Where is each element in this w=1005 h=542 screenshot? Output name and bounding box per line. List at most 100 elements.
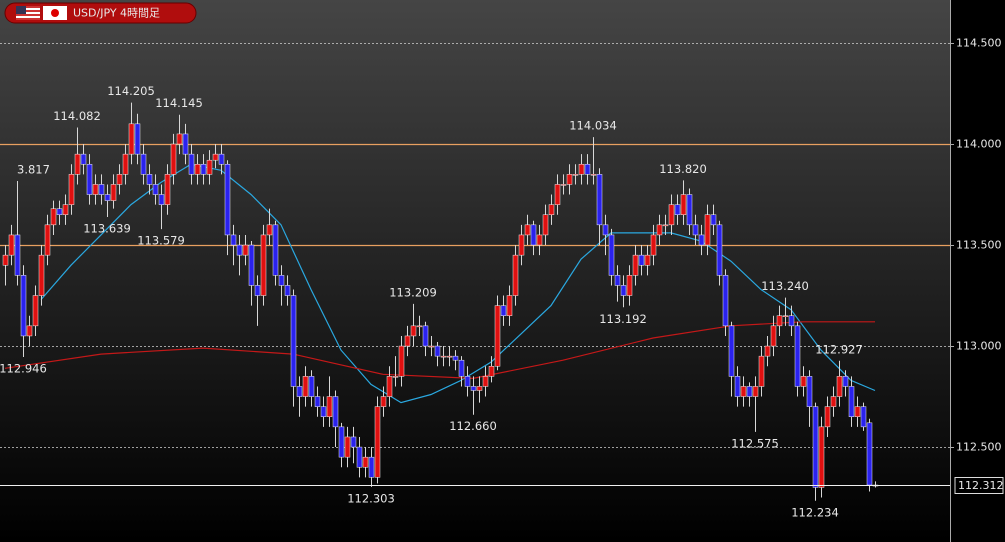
- price-annotation: 112.946: [0, 361, 47, 375]
- bullish-body: [626, 275, 633, 296]
- bearish-body: [434, 345, 441, 357]
- bearish-body: [368, 456, 375, 478]
- bullish-body: [476, 386, 483, 391]
- bearish-body: [20, 275, 27, 337]
- plot: 3.817 114.082 113.639 114.205 113.579 114.145…: [0, 43, 950, 519]
- bullish-body: [644, 254, 651, 266]
- bullish-body: [2, 254, 9, 266]
- bearish-body: [98, 184, 105, 195]
- bearish-body: [56, 208, 63, 215]
- bullish-body: [560, 184, 567, 186]
- bearish-body: [608, 234, 615, 276]
- bullish-body: [38, 254, 45, 296]
- bullish-body: [536, 234, 543, 246]
- bearish-body: [224, 163, 231, 236]
- bearish-body: [218, 153, 225, 165]
- bearish-body: [152, 184, 159, 195]
- bullish-body: [740, 386, 747, 397]
- bearish-body: [134, 123, 141, 155]
- bullish-body: [266, 224, 273, 236]
- bearish-body: [458, 359, 465, 377]
- bearish-body: [308, 376, 315, 397]
- bullish-body: [656, 224, 663, 236]
- bullish-body: [32, 295, 39, 327]
- bullish-body: [836, 376, 843, 397]
- bearish-body: [842, 376, 849, 387]
- axis-background: [950, 0, 1005, 542]
- price-annotation: 114.082: [53, 109, 101, 123]
- y-tick-label: 114.000: [956, 138, 1002, 151]
- bearish-body: [848, 386, 855, 418]
- bearish-body: [86, 163, 93, 195]
- bearish-body: [728, 325, 735, 377]
- jp-sun: [51, 9, 59, 17]
- bullish-body: [662, 224, 669, 227]
- bullish-body: [74, 153, 81, 175]
- bearish-body: [788, 315, 795, 327]
- bearish-body: [866, 422, 873, 486]
- us-stripe: [16, 18, 40, 20]
- bullish-body: [116, 174, 123, 185]
- bullish-body: [752, 386, 759, 397]
- bullish-body: [206, 159, 213, 175]
- bullish-body: [506, 295, 513, 316]
- bullish-body: [410, 325, 417, 337]
- bullish-body: [128, 123, 135, 155]
- bearish-body: [734, 376, 741, 397]
- bullish-body: [824, 406, 831, 428]
- bearish-body: [290, 295, 297, 387]
- bullish-body: [416, 325, 423, 328]
- bullish-body: [398, 345, 405, 377]
- bearish-body: [272, 224, 279, 276]
- bearish-body: [500, 305, 507, 316]
- bearish-body: [674, 204, 681, 215]
- bearish-body: [158, 194, 165, 205]
- bearish-body: [254, 285, 261, 296]
- bearish-body: [248, 244, 255, 286]
- bearish-body: [356, 446, 363, 468]
- bearish-body: [860, 406, 867, 428]
- bearish-body: [200, 163, 207, 175]
- bullish-body: [818, 426, 825, 488]
- bearish-body: [716, 224, 723, 276]
- bullish-body: [380, 396, 387, 407]
- price-annotation: 113.579: [137, 234, 185, 248]
- bullish-body: [176, 133, 183, 145]
- y-tick-label: 114.500: [956, 37, 1002, 50]
- bullish-body: [854, 406, 861, 418]
- us-stripe: [16, 10, 40, 12]
- bullish-body: [680, 194, 687, 215]
- bearish-body: [746, 386, 753, 397]
- bullish-body: [650, 234, 657, 256]
- bearish-body: [188, 153, 195, 175]
- bearish-body: [338, 426, 345, 458]
- bullish-body: [92, 184, 99, 195]
- bearish-body: [230, 234, 237, 246]
- price-annotation: 112.575: [731, 436, 779, 450]
- plot-background: [0, 0, 950, 542]
- bullish-body: [704, 214, 711, 246]
- bullish-body: [830, 396, 837, 407]
- bullish-body: [386, 376, 393, 397]
- price-annotation: 114.205: [107, 84, 155, 98]
- bullish-body: [50, 208, 57, 226]
- y-tick-label: 113.500: [956, 239, 1002, 252]
- bullish-body: [482, 376, 489, 387]
- price-annotation: 112.303: [347, 491, 395, 505]
- y-tick-label: 112.500: [956, 441, 1002, 454]
- us-canton: [16, 6, 26, 14]
- bearish-body: [470, 386, 477, 391]
- bullish-body: [776, 315, 783, 327]
- bullish-body: [764, 345, 771, 357]
- bullish-body: [362, 456, 369, 468]
- bearish-body: [422, 325, 429, 347]
- bearish-body: [236, 244, 243, 256]
- bearish-body: [692, 224, 699, 236]
- bearish-body: [350, 436, 357, 448]
- bullish-body: [446, 355, 453, 358]
- bullish-body: [44, 224, 51, 256]
- bullish-body: [590, 174, 597, 176]
- bullish-body: [512, 254, 519, 296]
- bullish-body: [566, 174, 573, 185]
